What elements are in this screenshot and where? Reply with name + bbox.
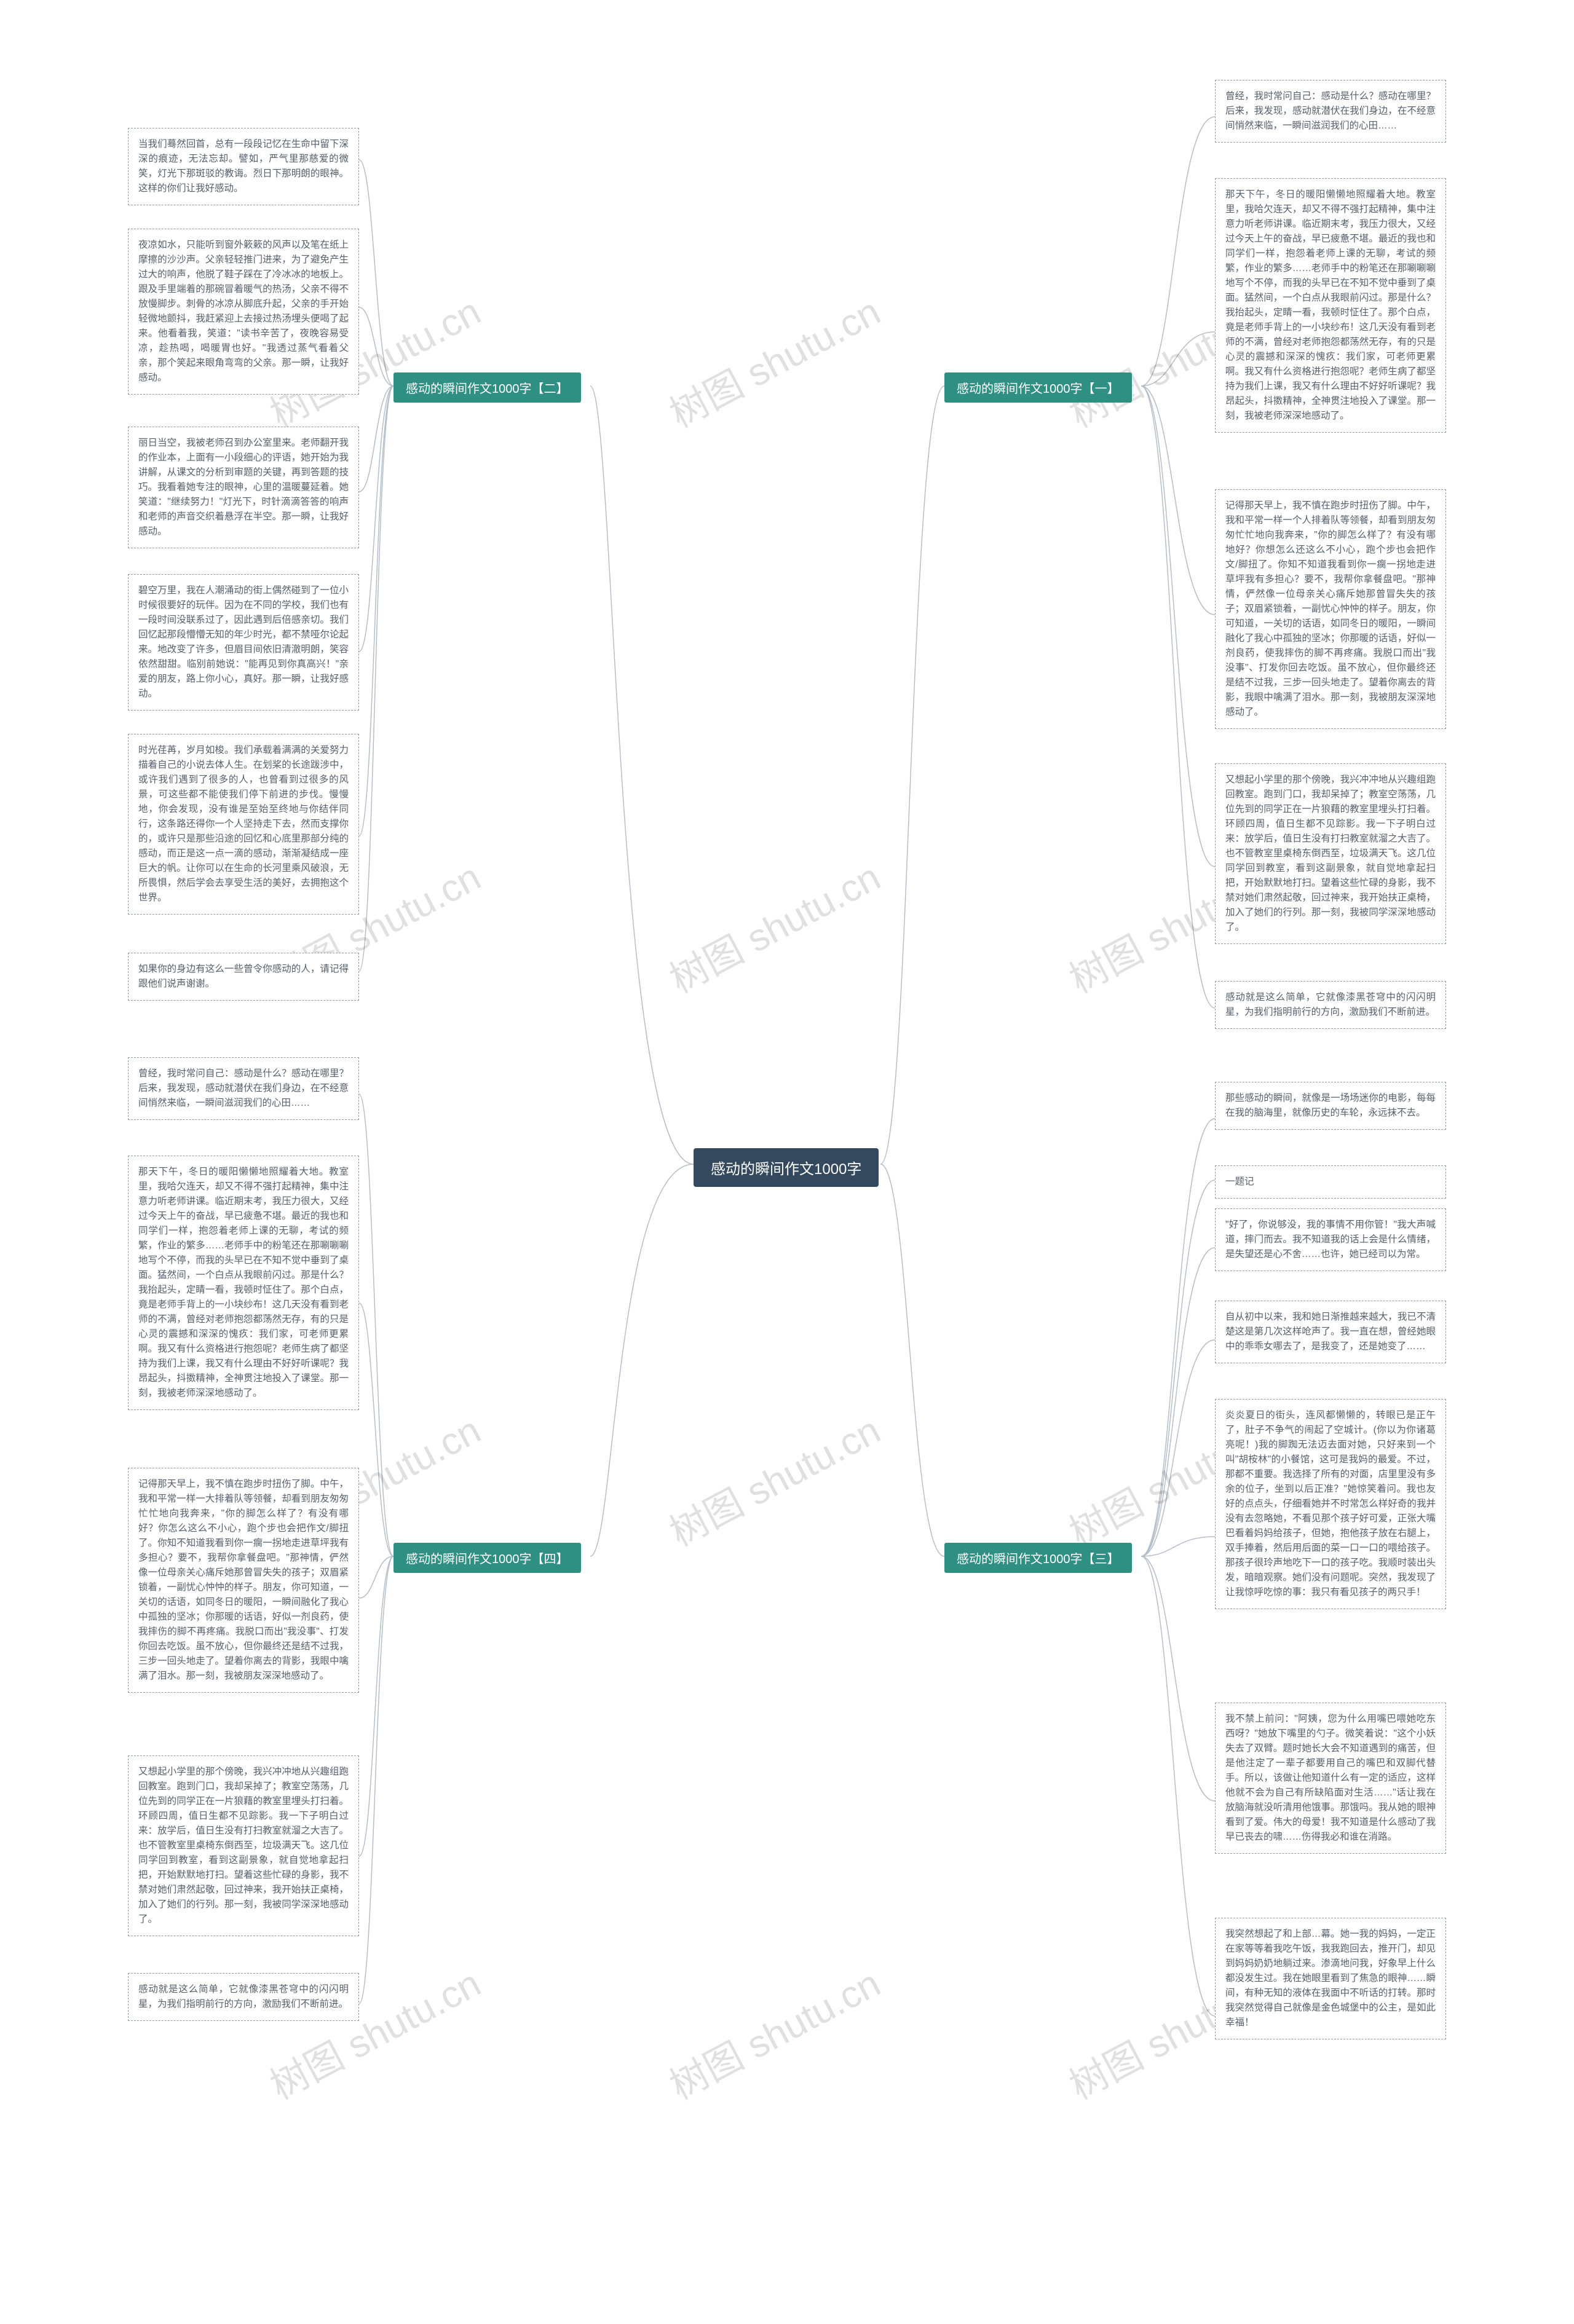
branch-node[interactable]: 感动的瞬间作文1000字【二】: [394, 372, 581, 403]
leaf-node[interactable]: 自从初中以来，我和她日渐推越来越大，我已不清楚这是第几次这样呛声了。我一直在想，…: [1215, 1301, 1446, 1363]
leaf-node[interactable]: 一题记: [1215, 1165, 1446, 1199]
branch-node[interactable]: 感动的瞬间作文1000字【三】: [944, 1543, 1132, 1573]
leaf-node[interactable]: 感动就是这么简单，它就像漆黑苍穹中的闪闪明星，为我们指明前行的方向，激励我们不断…: [1215, 981, 1446, 1029]
root-node[interactable]: 感动的瞬间作文1000字: [694, 1148, 879, 1187]
watermark: 树图 shutu.cn: [658, 846, 888, 1004]
leaf-node[interactable]: 那些感动的瞬间，就像是一场场迷你的电影，每每在我的脑海里，就像历史的车轮，永远抹…: [1215, 1082, 1446, 1130]
leaf-node[interactable]: 曾经，我时常问自己：感动是什么？感动在哪里？后来，我发现，感动就潜伏在我们身边，…: [128, 1057, 359, 1120]
leaf-node[interactable]: 又想起小学里的那个傍晚，我兴冲冲地从兴趣组跑回教室。跑到门口，我却呆掉了；教室空…: [1215, 763, 1446, 944]
leaf-node[interactable]: 如果你的身边有这么一些曾令你感动的人，请记得跟他们说声谢谢。: [128, 953, 359, 1001]
leaf-node[interactable]: 时光荏苒，岁月如梭。我们承载着满满的关爱努力描着自己的小说去体人生。在划桨的长途…: [128, 734, 359, 915]
leaf-node[interactable]: 我突然想起了和上部…幕。她一我的妈妈，一定正在家等等着我吃午饭，我我跑回去，推开…: [1215, 1918, 1446, 2039]
watermark: 树图 shutu.cn: [658, 1953, 888, 2110]
leaf-node[interactable]: "好了，你说够没，我的事情不用你管！"我大声喊道，摔门而去。我不知道我的话上会是…: [1215, 1208, 1446, 1271]
leaf-node[interactable]: 炎炎夏日的街头，连风都懒懒的，转眼已是正午了，肚子不争气的闹起了空城计。(你以为…: [1215, 1399, 1446, 1609]
branch-node[interactable]: 感动的瞬间作文1000字【一】: [944, 372, 1132, 403]
mindmap-canvas: 树图 shutu.cn 树图 shutu.cn 树图 shutu.cn 树图 shut…: [0, 0, 1574, 2324]
leaf-node[interactable]: 记得那天早上，我不慎在跑步时扭伤了脚。中午，我和平常一样一个人排着队等领餐，却看…: [1215, 489, 1446, 729]
watermark: 树图 shutu.cn: [658, 1400, 888, 1557]
leaf-node[interactable]: 夜凉如水，只能听到窗外簌簌的风声以及笔在纸上摩擦的沙沙声。父亲轻轻推门进来，为了…: [128, 229, 359, 395]
leaf-node[interactable]: 丽日当空，我被老师召到办公室里来。老师翻开我的作业本，上面有一小段细心的评语，她…: [128, 427, 359, 548]
leaf-node[interactable]: 感动就是这么简单，它就像漆黑苍穹中的闪闪明星，为我们指明前行的方向，激励我们不断…: [128, 1973, 359, 2021]
leaf-node[interactable]: 那天下午，冬日的暖阳懒懒地照耀着大地。教室里，我哈欠连天，却又不得不强打起精神，…: [128, 1156, 359, 1410]
leaf-node[interactable]: 那天下午，冬日的暖阳懒懒地照耀着大地。教室里，我哈欠连天，却又不得不强打起精神，…: [1215, 178, 1446, 433]
leaf-node[interactable]: 我不禁上前问："阿姨，您为什么用嘴巴喂她吃东西呀？"她放下嘴里的勺子。微笑着说：…: [1215, 1703, 1446, 1854]
watermark: 树图 shutu.cn: [658, 281, 888, 438]
leaf-node[interactable]: 碧空万里，我在人潮涌动的街上偶然碰到了一位小时候很要好的玩伴。因为在不同的学校，…: [128, 574, 359, 711]
leaf-node[interactable]: 又想起小学里的那个傍晚，我兴冲冲地从兴趣组跑回教室。跑到门口，我却呆掉了；教室空…: [128, 1755, 359, 1936]
leaf-node[interactable]: 记得那天早上，我不慎在跑步时扭伤了脚。中午，我和平常一样一大排着队等领餐，却看到…: [128, 1468, 359, 1693]
leaf-node[interactable]: 曾经，我时常问自己：感动是什么？感动在哪里？后来，我发现，感动就潜伏在我们身边，…: [1215, 80, 1446, 143]
leaf-node[interactable]: 当我们蓦然回首，总有一段段记忆在生命中留下深深的痕迹，无法忘却。譬如，严气里那慈…: [128, 128, 359, 205]
branch-node[interactable]: 感动的瞬间作文1000字【四】: [394, 1543, 581, 1573]
